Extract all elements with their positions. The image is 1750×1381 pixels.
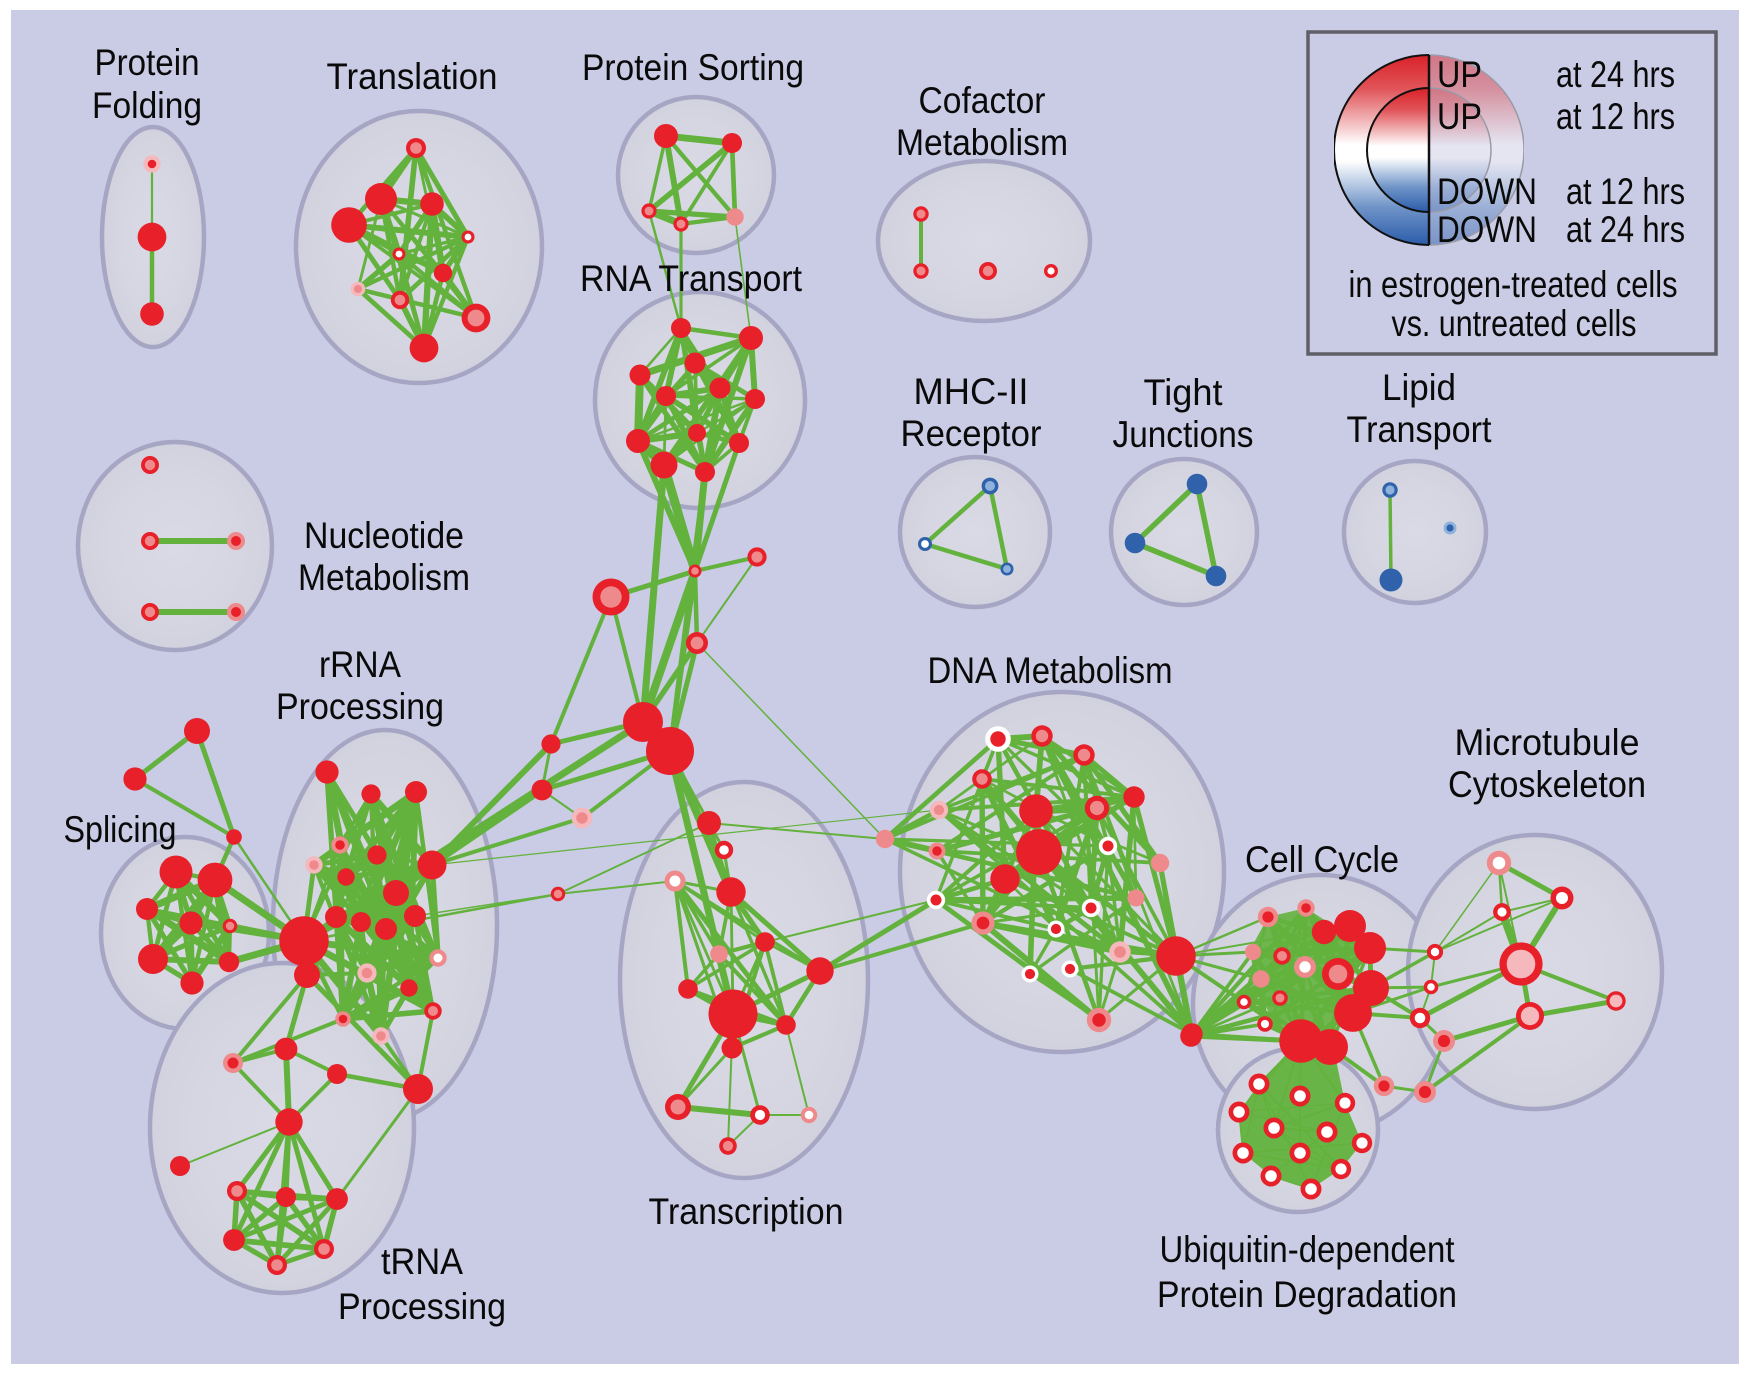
svg-text:Metabolism: Metabolism xyxy=(298,557,470,598)
svg-text:DOWN: DOWN xyxy=(1437,171,1537,212)
svg-text:RNA Transport: RNA Transport xyxy=(580,258,803,299)
svg-text:Transcription: Transcription xyxy=(649,1191,844,1232)
svg-text:at 12 hrs: at 12 hrs xyxy=(1556,96,1675,137)
svg-text:Lipid: Lipid xyxy=(1382,367,1456,408)
svg-text:DOWN: DOWN xyxy=(1437,209,1537,250)
svg-text:DNA Metabolism: DNA Metabolism xyxy=(928,650,1173,691)
svg-text:Ubiquitin-dependent: Ubiquitin-dependent xyxy=(1160,1229,1456,1270)
svg-text:Receptor: Receptor xyxy=(901,413,1042,454)
svg-text:Splicing: Splicing xyxy=(64,809,177,850)
svg-text:MHC-II: MHC-II xyxy=(914,371,1029,412)
svg-text:tRNA: tRNA xyxy=(381,1241,463,1282)
svg-text:Tight: Tight xyxy=(1144,372,1224,413)
svg-text:Transport: Transport xyxy=(1347,409,1493,450)
svg-text:at 12 hrs: at 12 hrs xyxy=(1566,171,1685,212)
svg-text:Cofactor: Cofactor xyxy=(919,80,1046,121)
svg-text:Folding: Folding xyxy=(92,85,202,126)
svg-text:Cell Cycle: Cell Cycle xyxy=(1245,839,1399,880)
svg-text:UP: UP xyxy=(1437,96,1482,137)
svg-text:at 24 hrs: at 24 hrs xyxy=(1566,209,1685,250)
svg-text:Protein Degradation: Protein Degradation xyxy=(1157,1274,1457,1315)
svg-text:in estrogen-treated cells: in estrogen-treated cells xyxy=(1349,264,1678,305)
svg-text:Microtubule: Microtubule xyxy=(1455,722,1640,763)
svg-text:Processing: Processing xyxy=(276,686,444,727)
svg-text:at 24 hrs: at 24 hrs xyxy=(1556,54,1675,95)
svg-text:Protein Sorting: Protein Sorting xyxy=(582,47,804,88)
svg-text:Protein: Protein xyxy=(95,42,200,83)
svg-text:Nucleotide: Nucleotide xyxy=(304,515,464,556)
svg-text:rRNA: rRNA xyxy=(319,644,401,685)
svg-text:vs. untreated cells: vs. untreated cells xyxy=(1392,303,1637,344)
svg-text:Processing: Processing xyxy=(338,1286,506,1327)
svg-text:Junctions: Junctions xyxy=(1113,414,1254,455)
svg-text:Metabolism: Metabolism xyxy=(896,122,1068,163)
svg-text:UP: UP xyxy=(1437,54,1482,95)
svg-text:Translation: Translation xyxy=(327,56,498,97)
svg-text:Cytoskeleton: Cytoskeleton xyxy=(1448,764,1646,805)
